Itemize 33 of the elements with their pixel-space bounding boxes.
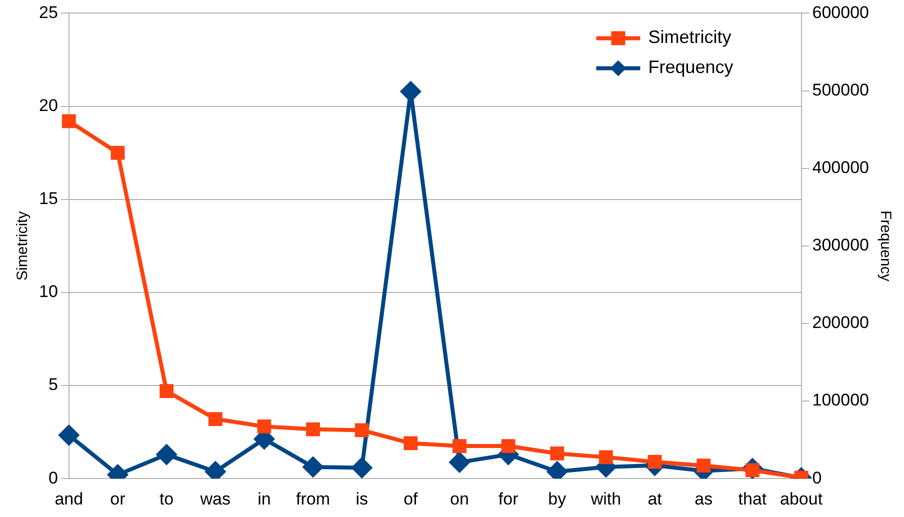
y-tick-label: 10 [38, 282, 58, 302]
x-tick-label: in [258, 489, 271, 508]
x-tick-label: is [356, 489, 368, 508]
x-tick-label: for [498, 489, 519, 508]
y-tick-label: 20 [38, 96, 58, 115]
x-tick-label: and [54, 489, 84, 508]
x-tick-label: with [590, 489, 622, 508]
y-tick-label: 5 [48, 375, 58, 394]
x-tick-label: of [404, 489, 418, 508]
y-tick-label: 0 [48, 468, 58, 488]
x-tick-label: to [159, 489, 174, 508]
legend-label: Frequency [648, 57, 734, 78]
y-tick-label: 15 [38, 189, 58, 208]
y2-tick-label: 500000 [812, 80, 870, 100]
x-tick-label: or [110, 489, 126, 508]
x-tick-label: that [738, 489, 767, 508]
x-tick-label: at [648, 489, 662, 508]
x-tick-label: as [694, 489, 713, 508]
x-tick-label: was [199, 489, 230, 508]
x-tick-label: on [450, 489, 469, 508]
y2-tick-label: 0 [812, 468, 822, 488]
y2-axis-title: Frequency [876, 210, 894, 282]
y2-tick-label: 300000 [812, 236, 870, 255]
x-tick-label: from [296, 489, 330, 508]
y2-tick-label: 600000 [812, 2, 870, 22]
y2-tick-label: 400000 [812, 158, 870, 178]
legend-label: Simetricity [648, 27, 732, 48]
x-tick-label: about [780, 489, 823, 508]
y-tick-label: 25 [38, 2, 58, 22]
y2-tick-label: 200000 [812, 313, 870, 332]
x-tick-label: by [548, 489, 567, 508]
y2-tick-label: 100000 [812, 390, 870, 410]
y-axis-title: Simetricity [14, 210, 32, 280]
